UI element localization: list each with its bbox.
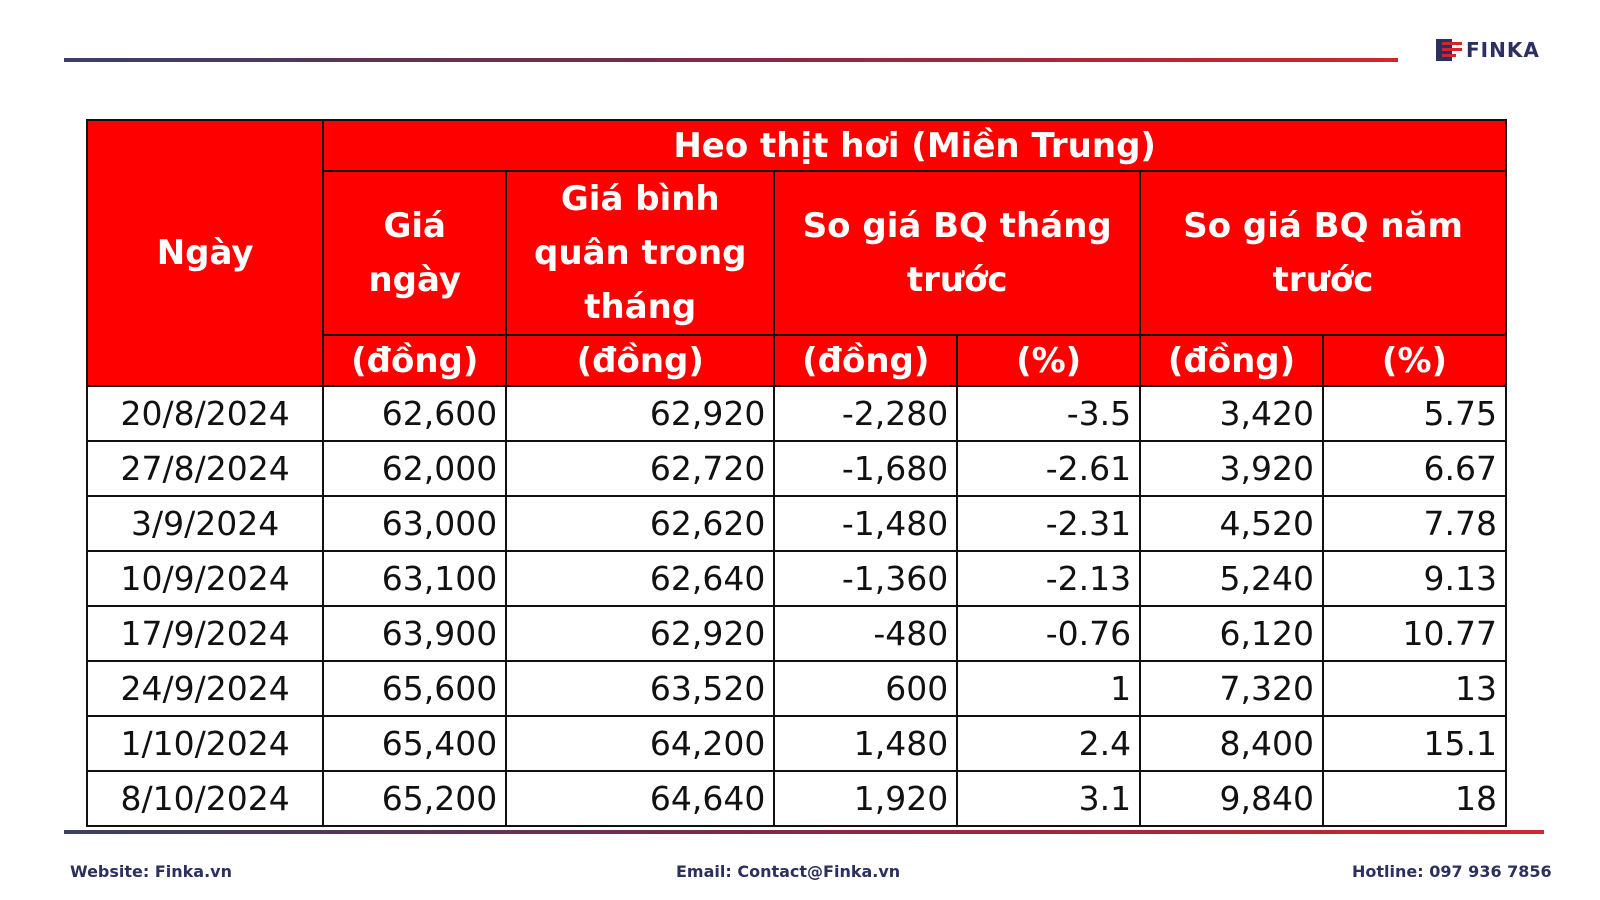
price-table: Ngày Heo thịt hơi (Miền Trung) Giá ngày …	[85, 119, 1508, 827]
unit-monthly-avg: (đồng)	[505, 334, 776, 387]
cell-daily-price: 63,100	[322, 550, 508, 607]
cell-prev-month-pct: -0.76	[956, 605, 1142, 662]
cell-daily-price: 62,600	[322, 385, 508, 442]
unit-daily-price: (đồng)	[322, 334, 508, 387]
table-row: 10/9/2024 63,100 62,640 -1,360 -2.13 5,2…	[85, 550, 1508, 607]
cell-prev-year-dong: 3,920	[1139, 440, 1324, 497]
cell-daily-price: 65,400	[322, 715, 508, 772]
cell-prev-year-dong: 5,240	[1139, 550, 1324, 607]
finka-logo-icon	[1436, 39, 1462, 61]
cell-prev-year-pct: 18	[1321, 770, 1508, 827]
cell-prev-month-dong: 600	[773, 660, 959, 717]
header-monthly-avg: Giá bình quân trong tháng	[505, 170, 776, 336]
cell-monthly-avg: 62,920	[505, 385, 776, 442]
table-row: 1/10/2024 65,400 64,200 1,480 2.4 8,400 …	[85, 715, 1508, 772]
cell-date: 10/9/2024	[85, 550, 325, 607]
unit-prev-month-pct: (%)	[956, 334, 1142, 387]
cell-prev-year-dong: 3,420	[1139, 385, 1324, 442]
cell-date: 8/10/2024	[85, 770, 325, 827]
header-vs-prev-year: So giá BQ năm trước	[1139, 170, 1507, 336]
cell-prev-year-pct: 13	[1321, 660, 1508, 717]
cell-prev-year-dong: 9,840	[1139, 770, 1324, 827]
footer-hotline: Hotline: 097 936 7856	[1352, 862, 1552, 881]
unit-prev-month-dong: (đồng)	[773, 334, 959, 387]
cell-date: 24/9/2024	[85, 660, 325, 717]
cell-monthly-avg: 63,520	[505, 660, 776, 717]
table-row: 20/8/2024 62,600 62,920 -2,280 -3.5 3,42…	[85, 385, 1508, 442]
cell-prev-month-dong: 1,920	[773, 770, 959, 827]
cell-prev-month-dong: 1,480	[773, 715, 959, 772]
cell-daily-price: 63,900	[322, 605, 508, 662]
unit-prev-year-pct: (%)	[1321, 334, 1508, 387]
cell-daily-price: 63,000	[322, 495, 508, 552]
price-table-container: Ngày Heo thịt hơi (Miền Trung) Giá ngày …	[85, 119, 1508, 827]
cell-monthly-avg: 62,920	[505, 605, 776, 662]
cell-prev-year-pct: 10.77	[1321, 605, 1508, 662]
cell-prev-year-pct: 7.78	[1321, 495, 1508, 552]
cell-daily-price: 62,000	[322, 440, 508, 497]
cell-monthly-avg: 64,200	[505, 715, 776, 772]
table-row: 17/9/2024 63,900 62,920 -480 -0.76 6,120…	[85, 605, 1508, 662]
footer-website: Website: Finka.vn	[70, 862, 232, 881]
footer-email: Email: Contact@Finka.vn	[676, 862, 901, 881]
logo-text: FINKA	[1466, 38, 1540, 62]
table-row: 27/8/2024 62,000 62,720 -1,680 -2.61 3,9…	[85, 440, 1508, 497]
top-divider	[64, 58, 1398, 62]
cell-date: 17/9/2024	[85, 605, 325, 662]
cell-date: 27/8/2024	[85, 440, 325, 497]
cell-prev-month-pct: 3.1	[956, 770, 1142, 827]
cell-prev-month-dong: -480	[773, 605, 959, 662]
cell-prev-year-dong: 4,520	[1139, 495, 1324, 552]
unit-prev-year-dong: (đồng)	[1139, 334, 1324, 387]
cell-prev-month-pct: -2.13	[956, 550, 1142, 607]
header-group-title: Heo thịt hơi (Miền Trung)	[322, 119, 1507, 172]
header-date: Ngày	[85, 119, 325, 387]
table-row: 8/10/2024 65,200 64,640 1,920 3.1 9,840 …	[85, 770, 1508, 827]
cell-prev-year-dong: 6,120	[1139, 605, 1324, 662]
cell-prev-month-pct: -3.5	[956, 385, 1142, 442]
cell-prev-month-pct: 2.4	[956, 715, 1142, 772]
cell-prev-year-dong: 8,400	[1139, 715, 1324, 772]
cell-prev-month-dong: -1,680	[773, 440, 959, 497]
bottom-divider	[64, 830, 1544, 834]
cell-prev-year-pct: 9.13	[1321, 550, 1508, 607]
cell-monthly-avg: 64,640	[505, 770, 776, 827]
cell-daily-price: 65,200	[322, 770, 508, 827]
cell-prev-month-pct: -2.31	[956, 495, 1142, 552]
cell-prev-month-pct: -2.61	[956, 440, 1142, 497]
cell-date: 3/9/2024	[85, 495, 325, 552]
table-row: 3/9/2024 63,000 62,620 -1,480 -2.31 4,52…	[85, 495, 1508, 552]
cell-prev-year-pct: 6.67	[1321, 440, 1508, 497]
cell-prev-month-dong: -1,480	[773, 495, 959, 552]
cell-date: 20/8/2024	[85, 385, 325, 442]
finka-logo: FINKA	[1436, 34, 1540, 66]
cell-monthly-avg: 62,720	[505, 440, 776, 497]
cell-prev-year-dong: 7,320	[1139, 660, 1324, 717]
cell-prev-year-pct: 15.1	[1321, 715, 1508, 772]
cell-prev-month-dong: -2,280	[773, 385, 959, 442]
header-vs-prev-month: So giá BQ tháng trước	[773, 170, 1142, 336]
cell-prev-month-dong: -1,360	[773, 550, 959, 607]
cell-daily-price: 65,600	[322, 660, 508, 717]
cell-monthly-avg: 62,620	[505, 495, 776, 552]
cell-date: 1/10/2024	[85, 715, 325, 772]
cell-prev-month-pct: 1	[956, 660, 1142, 717]
table-row: 24/9/2024 65,600 63,520 600 1 7,320 13	[85, 660, 1508, 717]
header-daily-price: Giá ngày	[322, 170, 508, 336]
cell-monthly-avg: 62,640	[505, 550, 776, 607]
cell-prev-year-pct: 5.75	[1321, 385, 1508, 442]
